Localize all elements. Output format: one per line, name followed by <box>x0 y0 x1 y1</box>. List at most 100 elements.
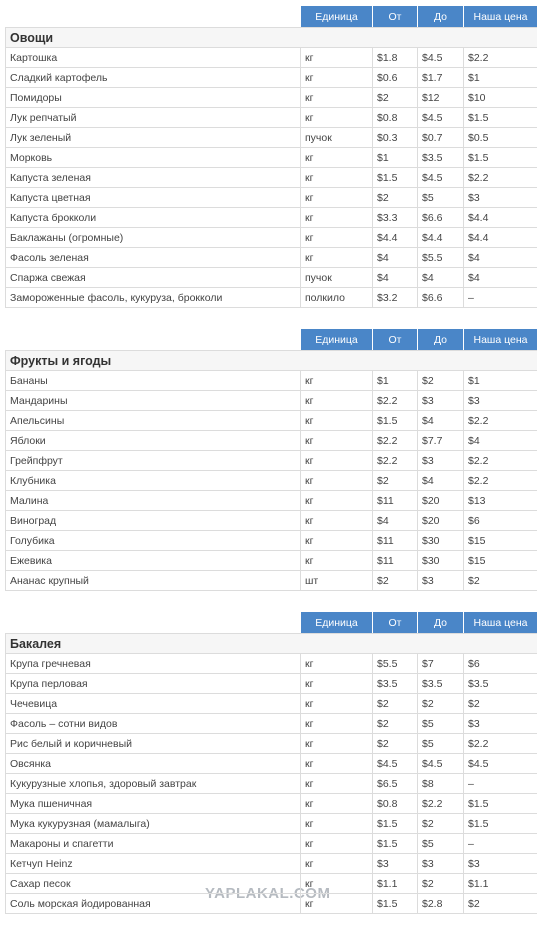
table-cell: $0.7 <box>417 127 463 147</box>
table-cell: $5 <box>417 713 463 733</box>
table-cell: $1.8 <box>372 47 417 67</box>
table-cell: $3 <box>463 713 537 733</box>
table-cell: $4 <box>463 430 537 450</box>
column-header: От <box>372 328 417 350</box>
table-cell: $3.5 <box>372 673 417 693</box>
table-cell: кг <box>300 390 372 410</box>
table-cell: $4 <box>417 267 463 287</box>
table-cell: $2 <box>463 893 537 913</box>
table-cell: $2 <box>417 813 463 833</box>
table-cell: $4 <box>372 510 417 530</box>
table-cell: Картошка <box>5 47 300 67</box>
table-cell: $4.4 <box>463 207 537 227</box>
table-cell: $0.8 <box>372 793 417 813</box>
table-cell: $2 <box>463 570 537 590</box>
table-cell: Лук зеленый <box>5 127 300 147</box>
table-cell: кг <box>300 187 372 207</box>
table-cell: Соль морская йодированная <box>5 893 300 913</box>
table-cell: $13 <box>463 490 537 510</box>
section-title: Овощи <box>5 27 537 47</box>
table-cell: кг <box>300 510 372 530</box>
table-cell: $2.8 <box>417 893 463 913</box>
table-cell: $1.5 <box>372 893 417 913</box>
table-cell: $5.5 <box>372 653 417 673</box>
column-header: Наша цена <box>463 328 537 350</box>
table-cell: Яблоки <box>5 430 300 450</box>
table-cell: кг <box>300 530 372 550</box>
table-cell: $5 <box>417 733 463 753</box>
table-cell: $4 <box>417 410 463 430</box>
table-cell: пучок <box>300 267 372 287</box>
table-cell: $6.6 <box>417 287 463 307</box>
table-cell: $1.5 <box>463 147 537 167</box>
column-header: От <box>372 611 417 633</box>
table-cell: $2 <box>463 693 537 713</box>
table-cell: кг <box>300 773 372 793</box>
table-cell: $1.5 <box>463 107 537 127</box>
table-cell: кг <box>300 430 372 450</box>
table-cell: кг <box>300 653 372 673</box>
table-cell: $1.5 <box>372 410 417 430</box>
header-blank <box>5 328 300 350</box>
table-cell: $6 <box>463 510 537 530</box>
column-header: До <box>417 328 463 350</box>
table-cell: Грейпфрут <box>5 450 300 470</box>
table-cell: Лук репчатый <box>5 107 300 127</box>
table-cell: $11 <box>372 490 417 510</box>
table-cell: Сладкий картофель <box>5 67 300 87</box>
table-cell: $2 <box>372 87 417 107</box>
table-cell: $11 <box>372 530 417 550</box>
table-cell: кг <box>300 793 372 813</box>
table-cell: кг <box>300 693 372 713</box>
table-cell: шт <box>300 570 372 590</box>
table-cell: Замороженные фасоль, кукуруза, брокколи <box>5 287 300 307</box>
header-blank <box>5 5 300 27</box>
table-cell: $4.4 <box>417 227 463 247</box>
table-cell: кг <box>300 167 372 187</box>
table-cell: $1.1 <box>463 873 537 893</box>
table-cell: $10 <box>463 87 537 107</box>
table-cell: Капуста цветная <box>5 187 300 207</box>
table-cell: кг <box>300 147 372 167</box>
table-cell: кг <box>300 370 372 390</box>
table-cell: $4 <box>463 247 537 267</box>
table-cell: $4.5 <box>417 753 463 773</box>
table-cell: кг <box>300 550 372 570</box>
table-cell: $2.2 <box>463 733 537 753</box>
column-header: Единица <box>300 328 372 350</box>
table-cell: $3.5 <box>463 673 537 693</box>
table-cell: кг <box>300 247 372 267</box>
table-cell: $3 <box>417 853 463 873</box>
table-cell: $2.2 <box>463 167 537 187</box>
table-cell: $6 <box>463 653 537 673</box>
table-cell: $2 <box>417 693 463 713</box>
table-cell: $15 <box>463 550 537 570</box>
table-cell: Бананы <box>5 370 300 390</box>
table-cell: $2 <box>372 733 417 753</box>
table-cell: $2.2 <box>463 47 537 67</box>
table-cell: кг <box>300 853 372 873</box>
section-title: Фрукты и ягоды <box>5 350 537 370</box>
column-header: От <box>372 5 417 27</box>
table-cell: $1.5 <box>463 813 537 833</box>
table-cell: $2 <box>372 693 417 713</box>
table-cell: $2.2 <box>372 390 417 410</box>
table-cell: Помидоры <box>5 87 300 107</box>
table-cell: $20 <box>417 510 463 530</box>
table-cell: кг <box>300 470 372 490</box>
table-cell: $3.5 <box>417 147 463 167</box>
table-cell: $4.5 <box>463 753 537 773</box>
table-cell: $2 <box>417 370 463 390</box>
section-bottom <box>5 913 537 914</box>
table-cell: $1 <box>372 370 417 390</box>
table-cell: полкило <box>300 287 372 307</box>
table-cell: $1.1 <box>372 873 417 893</box>
table-cell: $8 <box>417 773 463 793</box>
table-cell: Чечевица <box>5 693 300 713</box>
table-cell: кг <box>300 833 372 853</box>
column-header: Единица <box>300 5 372 27</box>
table-cell: $4 <box>372 247 417 267</box>
table-cell: $4.5 <box>417 107 463 127</box>
table-cell: кг <box>300 753 372 773</box>
table-cell: Кетчуп Heinz <box>5 853 300 873</box>
